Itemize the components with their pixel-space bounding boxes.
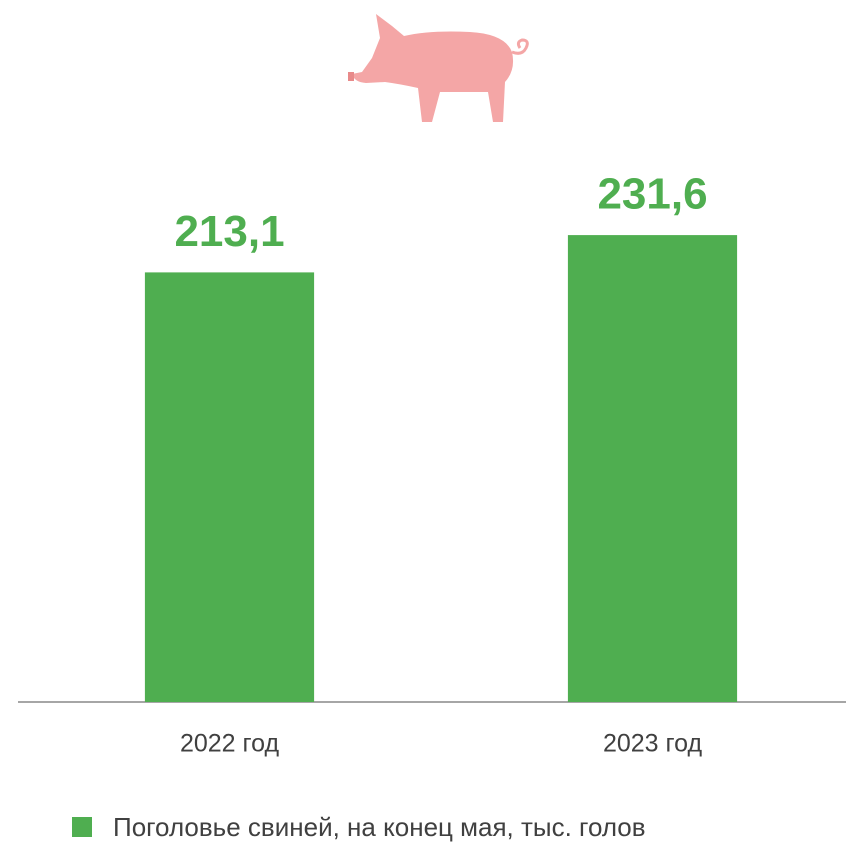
value-label: 231,6 (597, 170, 707, 219)
x-tick-label: 2023 год (603, 730, 702, 758)
bar (144, 272, 315, 702)
pig-icon (348, 14, 529, 122)
bar (567, 235, 738, 702)
legend-swatch (72, 817, 92, 837)
legend-label: Поголовье свиней, на конец мая, тыс. гол… (113, 812, 646, 842)
value-label: 213,1 (174, 207, 284, 256)
x-tick-label: 2022 год (180, 730, 279, 758)
